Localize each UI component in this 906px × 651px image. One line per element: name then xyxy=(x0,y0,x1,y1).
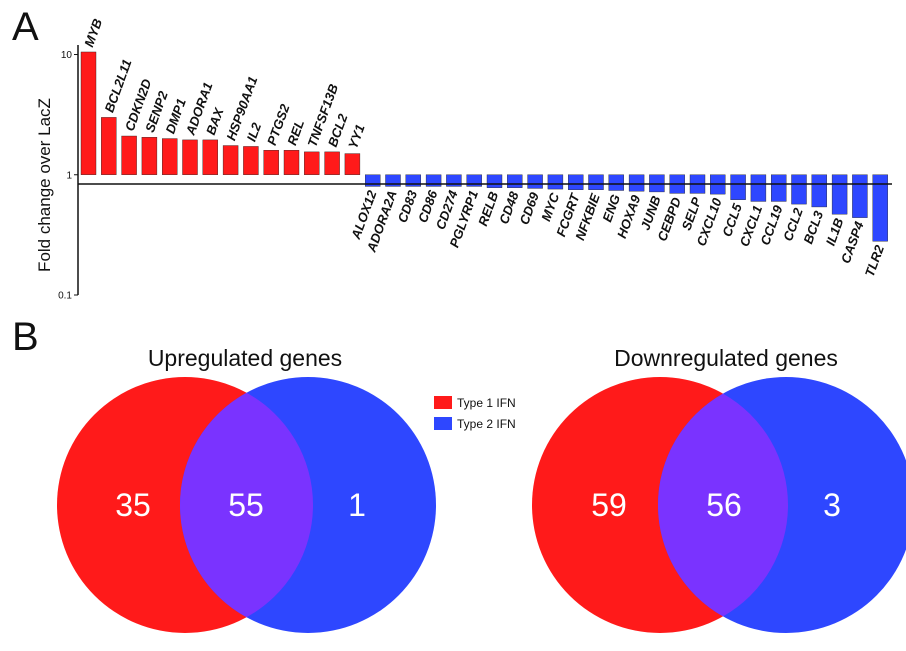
y-tick-label: 10 xyxy=(61,50,73,61)
bar-ccl19 xyxy=(771,174,787,202)
y-axis-label: Fold change over LacZ xyxy=(35,98,54,272)
bar-ccl5 xyxy=(730,174,746,200)
legend-label-type1: Type 1 IFN xyxy=(457,396,516,410)
gene-label-yy1: YY1 xyxy=(345,122,368,150)
bar-eng xyxy=(608,174,624,191)
y-ticks: 10 1 0.1 xyxy=(58,50,78,302)
bar-chart: Fold change over LacZ 10 1 0.1 MYBBCL2L11C… xyxy=(35,17,892,302)
panel-b-label: B xyxy=(12,315,39,359)
bar-senp2 xyxy=(141,137,158,175)
venn-upregulated: Upregulated genes 35 55 1 xyxy=(57,345,436,633)
venn-down-both: 56 xyxy=(706,487,742,523)
bar-myb xyxy=(80,51,97,175)
venn-down-overlap xyxy=(658,393,788,617)
panel-a-label: A xyxy=(12,5,39,49)
legend-swatch-type2 xyxy=(434,417,452,430)
bar-ccl2 xyxy=(791,174,807,205)
bar-tnfsf13b xyxy=(304,151,320,175)
venn-up-both: 55 xyxy=(228,487,264,523)
bar-fcgrt xyxy=(568,174,584,190)
bar-hsp90aa1 xyxy=(222,145,239,175)
bar-bcl2l11 xyxy=(101,117,117,175)
bar-cd69 xyxy=(527,174,543,189)
bar-ptgs2 xyxy=(263,150,279,175)
bar-il2 xyxy=(243,146,259,175)
bar-bcl3 xyxy=(811,174,827,208)
venn-down-title: Downregulated genes xyxy=(614,345,838,371)
bar-bcl2 xyxy=(324,151,340,175)
bar-casp4 xyxy=(852,174,868,218)
bar-yy1 xyxy=(344,153,361,175)
bar-hoxa9 xyxy=(628,174,645,192)
bar-adora1 xyxy=(182,139,198,175)
gene-label-tlr2: TLR2 xyxy=(862,242,887,278)
venn-down-only-type1: 59 xyxy=(591,487,627,523)
gene-label-il2: IL2 xyxy=(244,120,265,144)
gene-label-il1b: IL1B xyxy=(823,216,847,248)
y-tick-label: 0.1 xyxy=(58,291,72,302)
bar-adora2a xyxy=(385,174,401,187)
bar-cd274 xyxy=(446,174,462,187)
venn-up-only-type1: 35 xyxy=(115,487,151,523)
bar-tlr2 xyxy=(872,174,888,242)
legend-swatch-type1 xyxy=(434,396,452,409)
bar-alox12 xyxy=(365,174,381,187)
bar-cd83 xyxy=(405,174,421,187)
y-tick-label: 1 xyxy=(66,170,72,181)
bar-myc xyxy=(547,174,564,190)
bar-cd86 xyxy=(425,174,442,187)
bar-bax xyxy=(202,139,219,175)
bar-il1b xyxy=(831,174,848,215)
bar-nfkbie xyxy=(588,174,604,190)
bar-cxcl1 xyxy=(750,174,767,202)
legend-label-type2: Type 2 IFN xyxy=(457,417,516,431)
venn-up-title: Upregulated genes xyxy=(148,345,342,371)
bar-pglyrp1 xyxy=(466,174,482,187)
bar-cd48 xyxy=(507,174,523,188)
venn-down-only-type2: 3 xyxy=(823,487,841,523)
bar-rel xyxy=(283,150,300,175)
legend: Type 1 IFN Type 2 IFN xyxy=(434,396,516,431)
bar-cdkn2d xyxy=(121,135,137,175)
venn-up-overlap xyxy=(180,392,313,618)
gene-label-rel: REL xyxy=(284,118,307,148)
venn-up-only-type2: 1 xyxy=(348,487,366,523)
bar-dmp1 xyxy=(161,138,178,175)
gene-labels: MYBBCL2L11CDKN2DSENP2DMP1ADORA1BAXHSP90A… xyxy=(81,17,887,279)
bar-relb xyxy=(486,174,503,188)
gene-label-myb: MYB xyxy=(81,17,105,49)
venn-downregulated: Downregulated genes 59 56 3 xyxy=(532,345,906,633)
